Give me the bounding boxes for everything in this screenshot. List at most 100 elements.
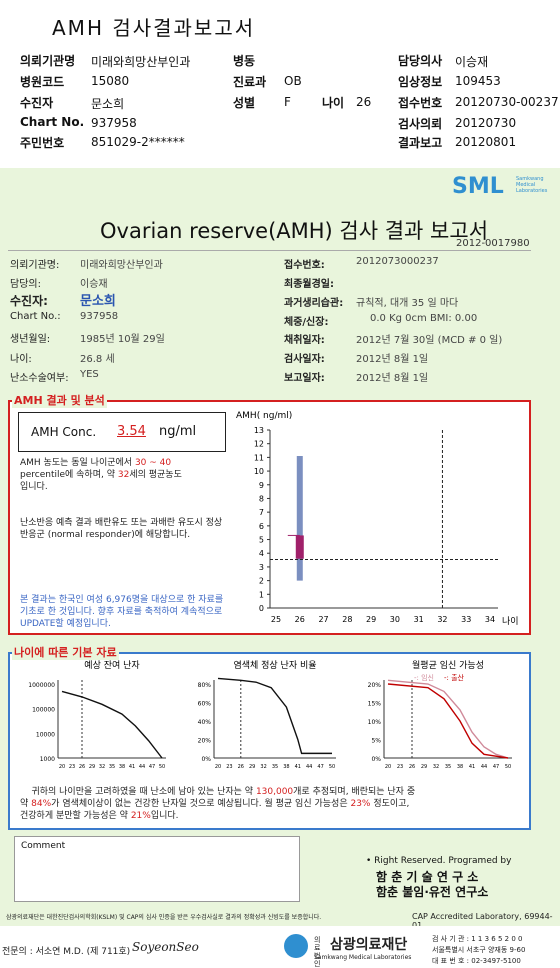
y-tick-label: 40% [198,719,212,726]
x-tick-label: 28 [342,615,352,624]
cap-accreditation: CAP Accredited Laboratory, 69944-01 [412,912,553,930]
normal-pct: 84% [31,799,52,809]
y-tick-label: 9 [259,481,264,490]
info-receipt-value: 2012073000237 [356,256,439,267]
sml-logo-sub: Samkwang Medical Laboratories [516,176,548,194]
age-label: 나이 [322,96,345,110]
x-tick-label: 26 [238,764,244,770]
x-tick-label: 35 [109,764,115,770]
x-tick-label: 41 [129,764,135,770]
x-tick-label: 33 [461,615,471,624]
y-tick-label: 5 [259,536,264,545]
percentile-range: 30 ~ 40 [134,458,172,468]
rights-text: • Right Reserved. Programed by [366,856,512,866]
x-tick-label: 26 [409,764,415,770]
x-tick-label: 44 [306,764,312,770]
y-tick-label: 6 [259,522,264,531]
result-section-label: AMH 결과 및 분석 [12,392,107,408]
pregnancy-chart: 월평균 임신 가능성 20% 15% 10% 5% 0% 20 23 26 29 32 35 38 41 4… [368,659,512,770]
sex-value: F [284,95,291,109]
lab-code: 검 사 기 관 : 1 1 3 6 5 2 0 0 [432,935,523,943]
hospital-code-label: 병원코드 [20,75,65,89]
y-tick-label: 2 [259,577,264,586]
info-patient-label: 수진자: [10,294,48,308]
dept-label: 진료과 [233,75,267,89]
x-tick-label: 34 [485,615,495,624]
y-tick-label: 1000 [40,756,55,763]
y-tick-label: 12 [254,440,264,449]
info-chart-label: Chart No.: [10,311,61,322]
x-tick-label: 38 [457,764,463,770]
comment-label: Comment [21,841,66,851]
x-tick-label: 30 [390,615,400,624]
doctor-label: 담당의사 [398,54,443,68]
age-info-section [8,652,531,830]
y-tick-label: 100000 [32,707,55,714]
chart-value: 937958 [91,116,137,130]
x-tick-label: 47 [317,764,323,770]
x-tick-label: 29 [249,764,255,770]
amh-conc-box: AMH Conc. 3.54 ng/ml [18,412,226,452]
series-line [387,679,509,759]
iqr-bar [295,535,304,559]
equivalent-age: 32 [117,470,130,480]
x-tick-label: 26 [295,615,305,624]
y-tick-label: 8 [259,494,264,503]
foundation-name: 삼광의료재단 [330,937,408,953]
small-chart-title: 염색체 정상 난자 비율 [233,660,316,671]
sml-logo: SML [452,174,504,199]
x-tick-label: 31 [414,615,424,624]
id-value: 851029-2****** [91,135,185,149]
x-tick-label: 50 [505,764,511,770]
comment-box: Comment [14,836,300,902]
request-label: 검사의뢰 [398,117,443,131]
receipt-value: 20120730-00237 [455,95,559,109]
patient-value: 문소희 [91,97,125,111]
x-tick-label: 32 [433,764,439,770]
receipt-label: 접수번호 [398,96,443,110]
info-body-label: 체중/신장: [284,317,329,328]
birth-pct: 21% [130,811,151,821]
x-tick-label: 32 [437,615,447,624]
eggs-chart: 예상 잔여 난자 1000000 100000 10000 1000 20 23 26 29 32… [28,659,166,770]
x-tick-label: 23 [226,764,232,770]
report-title: Ovarian reserve(AMH) 검사 결과 보고서 [100,219,489,243]
info-report-value: 2012년 8월 1일 [356,373,429,384]
foundation-name-en: Samkwang Medical Laboratories [314,954,412,961]
x-tick-label: 27 [318,615,328,624]
y-tick-label: 10000 [36,731,55,738]
y-tick-label: 80% [198,682,212,689]
y-tick-label: 0% [201,756,211,763]
range-bar [296,456,303,581]
y-tick-label: 20% [368,682,382,689]
info-cycle-value: 규칙적, 대개 35 일 마다 [356,298,459,309]
response-prediction: 난소반응 예측 결과 배란유도 또는 과배란 유도시 정상반응군 (normal… [20,518,223,540]
y-tick-label: 11 [254,453,264,462]
sex-label: 성별 [233,96,256,110]
clinical-value: 109453 [455,74,501,88]
x-tick-label: 38 [283,764,289,770]
y-tick-label: 13 [254,426,264,435]
result-note: 본 결과는 한국인 여성 6,976명을 대상으로 한 자료를 기초로 한 것입… [20,595,224,629]
info-lmp-label: 최종월경일: [284,279,334,290]
normal-eggs-chart: 염색체 정상 난자 비율 80% 60% 40% 20% 0% 20 23 26 29 32 35 38… [198,660,336,770]
info-patient-value: 문소희 [80,294,116,309]
y-tick-label: 4 [259,549,264,558]
x-tick-label: 23 [397,764,403,770]
specialist: 전문의 : 서소연 M.D. (제 711호) [2,947,131,957]
id-label: 주민번호 [20,136,65,150]
doctor-value: 이승재 [455,55,489,69]
x-tick-label: 20 [59,764,65,770]
small-chart-title: 월평균 임신 가능성 [412,659,484,671]
info-age-label: 나이: [10,354,32,365]
x-tick-label: 44 [139,764,145,770]
x-tick-label: 23 [69,764,75,770]
y-tick-label: 15% [368,701,382,708]
info-body-value: 0.0 Kg 0cm BMI: 0.00 [370,313,478,324]
x-tick-label: 41 [295,764,301,770]
x-tick-label: 50 [329,764,335,770]
y-tick-label: 20% [198,738,212,745]
info-birth-value: 1985년 10월 29일 [80,334,165,345]
y-tick-label: 1 [259,590,264,599]
